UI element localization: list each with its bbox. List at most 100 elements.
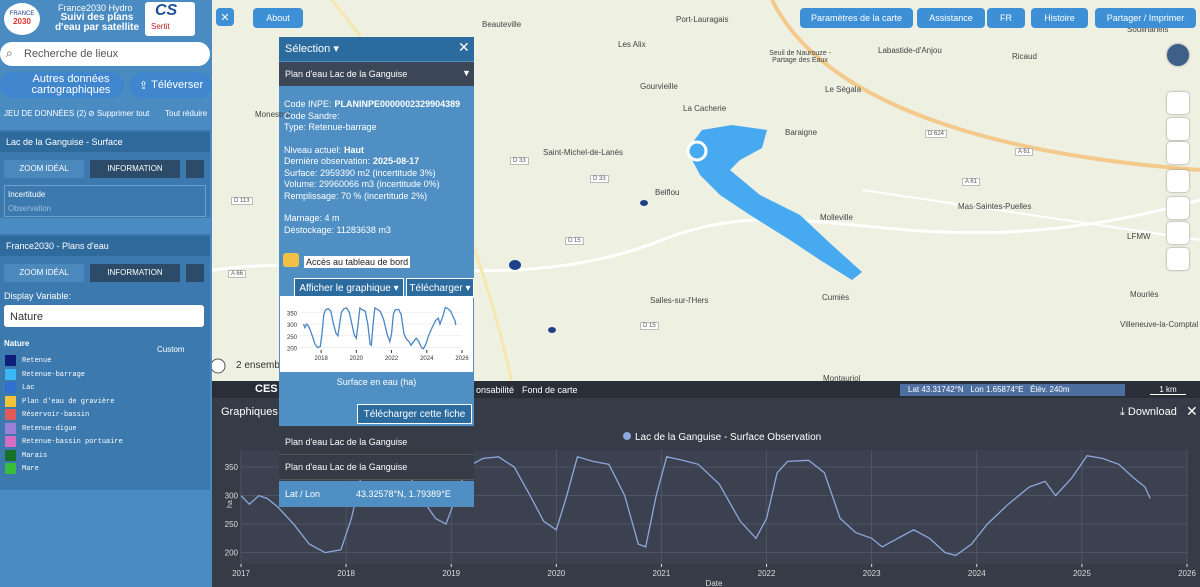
top-button[interactable]: FR xyxy=(987,8,1025,28)
close-panel[interactable]: ✕ xyxy=(216,8,234,26)
x-tick-label: 2019 xyxy=(442,569,460,578)
info-line: Remplissage: 70 % (incertitude 2%) xyxy=(284,191,427,201)
info-btn[interactable]: INFORMATION xyxy=(90,160,180,178)
mini-chart-title: Surface en eau (ha) xyxy=(336,377,417,387)
zoom-btn[interactable]: ZOOM IDÉAL xyxy=(4,160,84,178)
info-btn[interactable]: INFORMATION xyxy=(90,264,180,282)
info-label: Niveau actuel: xyxy=(284,144,342,155)
logo-year: 2030 xyxy=(13,17,31,26)
x-tick-label: 2024 xyxy=(420,356,434,362)
show-chart-btn[interactable]: Afficher le graphique ▾ xyxy=(294,278,404,298)
x-tick-label: 2025 xyxy=(1073,569,1091,578)
close-graph[interactable]: ✕ xyxy=(1186,403,1198,419)
place-label: LFMW xyxy=(1127,232,1151,241)
layer-title: France2030 - Plans d'eau xyxy=(6,241,109,251)
map-tool[interactable] xyxy=(1167,170,1189,192)
x-tick-label: 2021 xyxy=(653,569,671,578)
download-btn[interactable]: Télécharger ▾ xyxy=(406,278,474,298)
series-line xyxy=(302,306,457,350)
download-btn-label[interactable]: Télécharger xyxy=(409,282,463,294)
brand-line2: Suivi des plans d'eau par satellite xyxy=(54,12,140,33)
place-label: Ricaud xyxy=(1012,52,1037,61)
stack-row xyxy=(279,430,474,455)
map-tool[interactable] xyxy=(1167,92,1189,114)
layer-option[interactable]: Observation xyxy=(8,204,52,213)
basemap[interactable]: Fond de carte xyxy=(522,385,578,395)
other-data-btn[interactable]: Autres données cartographiques xyxy=(0,72,124,98)
select-value[interactable]: Nature xyxy=(10,311,44,323)
place-label: Mourlès xyxy=(1130,290,1159,299)
stack-label[interactable]: Plan d'eau Lac de la Ganguise xyxy=(285,437,408,447)
place-label: Le Ségala xyxy=(825,85,862,94)
top-button[interactable]: About xyxy=(253,8,303,28)
legend-swatch xyxy=(5,422,16,434)
x-tick-label: 2018 xyxy=(314,356,328,362)
road-label: D 624 xyxy=(925,130,948,138)
attribution: CES xyxy=(255,383,278,395)
stack-row xyxy=(279,455,474,480)
legend-label: Réservoir-bassin xyxy=(22,411,90,419)
legend-swatch xyxy=(5,449,16,461)
map-tool[interactable] xyxy=(1167,44,1189,66)
datasets-badge: 2 ensemble xyxy=(236,360,288,371)
info-label: Déstockage: 11283638 m3 xyxy=(284,224,391,235)
legend-label: Lac xyxy=(22,384,35,392)
stack-label[interactable]: Plan d'eau Lac de la Ganguise xyxy=(285,462,408,472)
latlon-label: Lat / Lon xyxy=(285,489,321,499)
place-label: Souilhanels xyxy=(1127,25,1169,34)
show-chart-label[interactable]: Afficher le graphique xyxy=(299,282,391,294)
place-label: Mas-Saintes-Puelles xyxy=(958,202,1032,211)
top-button[interactable]: Assistance xyxy=(917,8,985,28)
x-tick-label: 2017 xyxy=(232,569,250,578)
custom[interactable]: Custom xyxy=(157,345,185,354)
legend-title: Nature xyxy=(4,339,30,348)
popup-close[interactable]: ✕ xyxy=(458,39,470,55)
map-tool[interactable] xyxy=(1167,248,1189,270)
x-tick-label: 2022 xyxy=(385,356,399,362)
road-label: A 66 xyxy=(228,270,247,278)
collapse-all[interactable]: Tout réduire xyxy=(165,109,208,118)
layer-header xyxy=(0,132,210,152)
select xyxy=(4,305,204,327)
info-line: Marnage: 4 m xyxy=(284,213,340,223)
legend-label: Retenue-bassin portuaire xyxy=(22,438,123,446)
remove-all[interactable]: ⊘ Supprimer tout xyxy=(88,109,150,118)
legend-label: Marais xyxy=(22,451,48,460)
map-tool[interactable] xyxy=(1167,222,1189,244)
place-label: Seuil de Naurouze - Partage des Eaux xyxy=(769,50,831,64)
map-tool[interactable] xyxy=(1167,118,1189,140)
feature-bar[interactable] xyxy=(279,62,474,86)
top-button[interactable]: Histoire xyxy=(1031,8,1088,28)
layer-option[interactable]: Incertitude xyxy=(8,190,46,199)
info-line: Type: Retenue-barrage xyxy=(284,122,377,132)
latlon: 43.32578°N, 1.79389°E xyxy=(356,489,451,499)
upload-btn[interactable]: ⇪ Téléverser xyxy=(130,72,212,98)
y-tick-label: 200 xyxy=(225,549,239,558)
sheet-btn[interactable]: Télécharger cette fiche xyxy=(357,404,472,424)
zoom-btn[interactable]: ZOOM IDÉAL xyxy=(4,264,84,282)
y-tick-label: 300 xyxy=(225,492,239,501)
remove-all-label[interactable]: Supprimer tout xyxy=(96,109,150,118)
map-tool[interactable] xyxy=(1167,142,1189,164)
top-button[interactable]: Partager / Imprimer xyxy=(1095,8,1196,28)
download-label[interactable]: Download xyxy=(1127,406,1177,418)
legend-swatch xyxy=(5,436,16,447)
responsibility[interactable]: onsabilité xyxy=(476,385,515,395)
more-btn[interactable] xyxy=(186,160,204,178)
layer-title: Lac de la Ganguise - Surface xyxy=(6,137,123,147)
info-line: Volume: 29960066 m3 (incertitude 0%) xyxy=(284,179,440,189)
info-label: Code INPE: xyxy=(284,99,332,109)
graph-chart: 200 250 300 350 2017 2018 2019 2020 2021 2022 2023… xyxy=(225,432,1196,587)
place-label: Gourvieille xyxy=(640,82,678,91)
info-line: Surface: 2959390 m2 (incertitude 3%) xyxy=(284,168,436,178)
top-button[interactable]: Paramètres de la carte xyxy=(800,8,913,28)
dashboard-link[interactable]: Accès au tableau de bord xyxy=(304,256,411,268)
search[interactable]: Recherche de lieux ⌕ xyxy=(0,42,210,66)
more-btn[interactable] xyxy=(186,264,204,282)
map-tool[interactable] xyxy=(1167,197,1189,219)
legend-label: Lac de la Ganguise - Surface Observation xyxy=(635,432,821,443)
download[interactable]: ⤓ Download xyxy=(1120,406,1177,418)
y-tick-label: 200 xyxy=(287,347,298,353)
place-label: Baraigne xyxy=(785,128,818,137)
place-label: Cumiès xyxy=(822,293,850,302)
